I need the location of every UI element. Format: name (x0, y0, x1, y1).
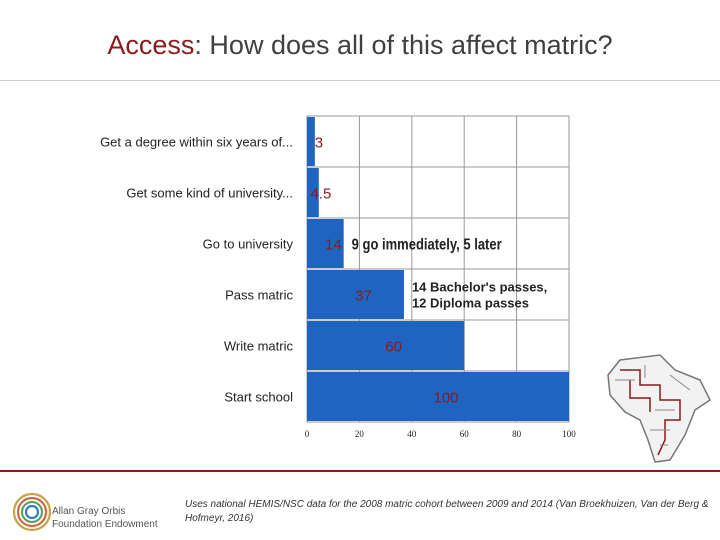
logo-line2: Foundation Endowment (52, 519, 158, 530)
category-label: Write matric (224, 339, 294, 354)
logo-line1: Allan Gray Orbis (52, 506, 126, 517)
bar (307, 270, 404, 319)
category-label: Get a degree within six years of... (100, 135, 293, 150)
data-label: 100 (433, 390, 458, 407)
data-label: 37 (355, 288, 372, 305)
category-label: Start school (224, 390, 293, 405)
annotation-text: 12 Diploma passes (412, 296, 529, 311)
title-rest: : How does all of this affect matric? (194, 30, 613, 60)
bar (307, 117, 315, 166)
logo-text: Allan Gray Orbis Foundation Endowment (52, 505, 158, 531)
x-tick-label: 80 (512, 429, 522, 439)
category-label: Go to university (203, 237, 294, 252)
annotation-text: 14 Bachelor's passes, (412, 280, 547, 295)
x-tick-label: 60 (460, 429, 470, 439)
bar (307, 321, 465, 370)
foundation-logo-icon (12, 492, 52, 532)
data-label: 3 (315, 135, 323, 152)
bar (307, 372, 569, 421)
annotation-text: 9 go immediately, 5 later (352, 237, 502, 254)
source-note: Uses national HEMIS/NSC data for the 200… (185, 499, 709, 524)
x-tick-label: 0 (305, 429, 310, 439)
data-label: 60 (385, 339, 402, 356)
x-tick-label: 100 (562, 429, 576, 439)
africa-map-icon (607, 354, 711, 463)
title-divider (0, 80, 720, 81)
title-accent: Access (107, 30, 195, 60)
bar (307, 168, 319, 217)
footer-divider (0, 470, 720, 472)
x-tick-label: 40 (407, 429, 417, 439)
data-label: 4.5 (310, 186, 331, 203)
data-label: 14 (325, 237, 342, 254)
page-title: Access: How does all of this affect matr… (0, 30, 720, 61)
category-label: Get some kind of university... (126, 186, 293, 201)
bar-chart: Get a degree within six years of... 3 Get … (100, 115, 576, 439)
bar (307, 219, 344, 268)
x-tick-label: 20 (355, 429, 365, 439)
category-label: Pass matric (225, 288, 293, 303)
